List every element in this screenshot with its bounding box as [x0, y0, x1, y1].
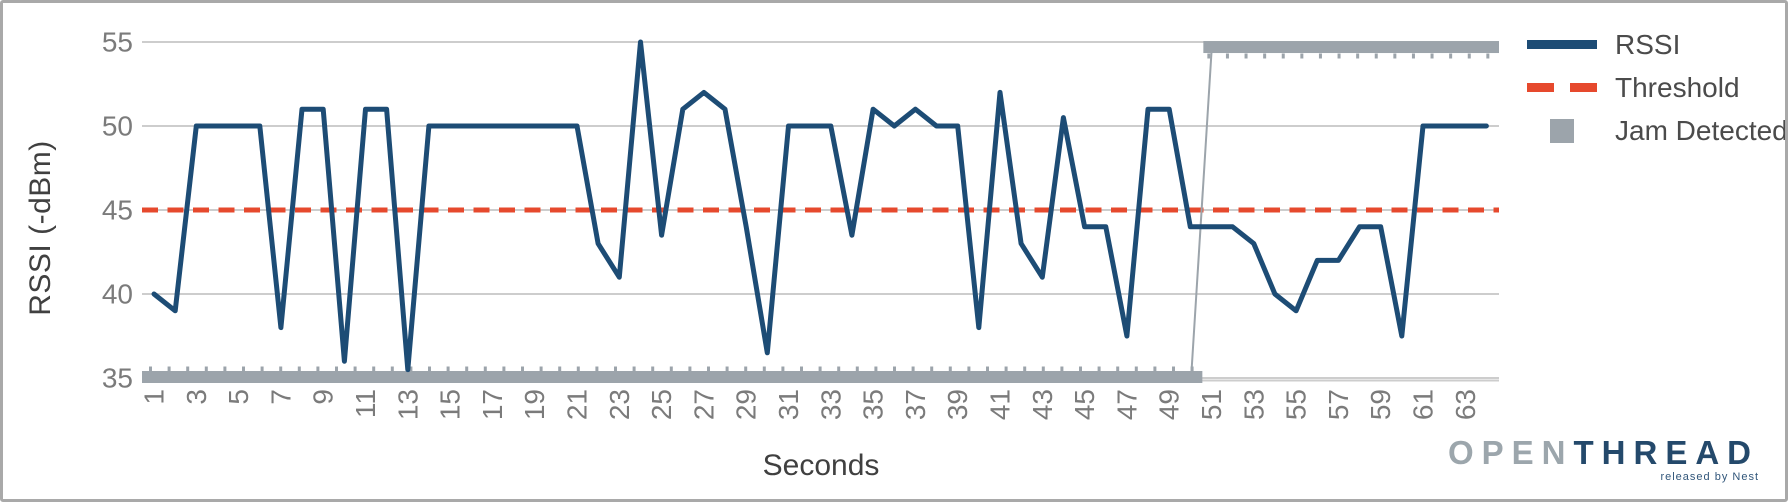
legend-label: Jam Detected	[1615, 114, 1788, 146]
legend-label: Threshold	[1615, 71, 1740, 103]
x-tick-label: 37	[900, 389, 931, 420]
x-tick-label: 57	[1323, 389, 1354, 420]
x-tick-label: 51	[1196, 389, 1227, 420]
x-tick-label: 35	[858, 389, 889, 420]
threshold-dash-swatch-icon	[1523, 83, 1601, 92]
x-tick-label: 15	[435, 389, 466, 420]
openthread-logo: OPENTHREAD released by Nest	[1448, 436, 1759, 483]
y-axis-title: RSSI (-dBm)	[24, 140, 57, 316]
x-tick-label: 3	[181, 389, 212, 405]
rssi-line-swatch-icon	[1523, 40, 1601, 49]
jam-transition-line	[1190, 51, 1213, 375]
x-tick-label: 39	[942, 389, 973, 420]
x-axis-title: Seconds	[762, 449, 880, 482]
x-tick-label: 41	[985, 389, 1016, 420]
rssi-line	[151, 39, 1489, 373]
jam-bar-top	[1203, 41, 1499, 54]
x-tick-label: 9	[308, 389, 339, 405]
y-tick-label: 50	[102, 111, 133, 142]
x-tick-label: 45	[1069, 389, 1100, 420]
logo-open-text: OPEN	[1447, 434, 1574, 471]
x-tick-label: 47	[1111, 389, 1142, 420]
x-tick-label: 55	[1281, 389, 1312, 420]
x-tick-label: 25	[646, 389, 677, 420]
jam-bar-bottom	[142, 371, 1203, 383]
x-tick-label: 11	[350, 389, 381, 418]
legend: RSSI Threshold Jam Detected	[1523, 23, 1788, 152]
jam-square-swatch-icon	[1523, 118, 1601, 143]
legend-label: RSSI	[1615, 28, 1681, 60]
openthread-wordmark: OPENTHREAD	[1448, 436, 1759, 469]
x-tick-label: 19	[519, 389, 550, 420]
y-tick-label: 40	[102, 279, 133, 310]
legend-item-threshold: Threshold	[1523, 66, 1785, 109]
x-tick-label: 7	[265, 389, 296, 405]
x-tick-label: 23	[604, 389, 635, 420]
x-tick-label: 63	[1450, 389, 1481, 420]
logo-thread-text: THREAD	[1573, 434, 1759, 471]
x-tick-label: 31	[773, 389, 804, 420]
y-tick-label: 55	[102, 27, 133, 58]
x-tick-label: 1	[139, 389, 170, 405]
x-tick-label: 21	[562, 389, 593, 420]
x-tick-label: 59	[1365, 389, 1396, 420]
x-tick-label: 53	[1238, 389, 1269, 420]
x-tick-label: 49	[1154, 389, 1185, 420]
legend-item-jam: Jam Detected	[1523, 109, 1788, 152]
logo-tagline: released by Nest	[1660, 471, 1759, 483]
x-tick-label: 29	[731, 389, 762, 420]
x-tick-label: 61	[1408, 389, 1439, 420]
x-tick-label: 17	[477, 389, 508, 420]
x-tick-label: 5	[223, 389, 254, 405]
y-tick-label: 35	[102, 363, 133, 394]
x-tick-label: 43	[1027, 389, 1058, 420]
x-tick-label: 33	[815, 389, 846, 420]
x-tick-label: 27	[688, 389, 719, 420]
legend-item-rssi: RSSI	[1523, 23, 1785, 66]
x-tick-label: 13	[392, 389, 423, 420]
y-tick-label: 45	[102, 195, 133, 226]
